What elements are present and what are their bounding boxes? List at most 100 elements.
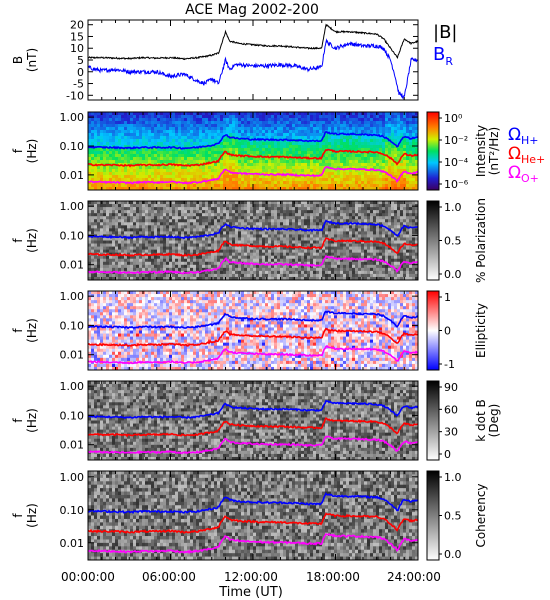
heatmap-cell: [274, 207, 278, 211]
heatmap-cell: [118, 133, 122, 137]
heatmap-cell: [190, 175, 194, 179]
heatmap-cell: [136, 124, 140, 128]
heatmap-cell: [142, 142, 146, 146]
heatmap-cell: [304, 207, 308, 211]
heatmap-cell: [382, 124, 386, 128]
heatmap-cell: [178, 210, 182, 214]
heatmap-cell: [109, 154, 113, 158]
heatmap-cell: [328, 124, 332, 128]
heatmap-cell: [187, 210, 191, 214]
heatmap-cell: [235, 231, 239, 235]
heatmap-cell: [301, 270, 305, 275]
heatmap-cell: [400, 142, 404, 146]
heatmap-cell: [298, 133, 302, 137]
heatmap-cell: [103, 121, 107, 125]
heatmap-cell: [124, 228, 128, 232]
heatmap-cell: [130, 157, 134, 161]
heatmap-cell: [397, 115, 401, 119]
heatmap-cell: [190, 187, 194, 191]
heatmap-cell: [262, 210, 266, 214]
heatmap-cell: [397, 187, 401, 191]
heatmap-cell: [229, 261, 233, 266]
heatmap-cell: [169, 127, 173, 131]
heatmap-cell: [271, 270, 275, 275]
heatmap-cell: [160, 127, 164, 131]
heatmap-cell: [244, 151, 248, 155]
heatmap-cell: [199, 216, 203, 220]
heatmap-cell: [217, 187, 221, 191]
heatmap-cell: [106, 246, 110, 251]
y-axis-unit: (nT): [25, 48, 39, 72]
heatmap-cell: [250, 240, 254, 244]
heatmap-cell: [154, 118, 158, 122]
heatmap-cell: [229, 184, 233, 188]
heatmap-cell: [193, 148, 197, 152]
heatmap-cell: [280, 136, 284, 140]
heatmap-cell: [280, 243, 284, 247]
heatmap-cell: [247, 133, 251, 137]
heatmap-cell: [109, 148, 113, 152]
heatmap-cell: [136, 264, 140, 269]
heatmap-cell: [292, 184, 296, 188]
heatmap-cell: [349, 154, 353, 158]
heatmap-cell: [115, 112, 119, 116]
heatmap-cell: [208, 222, 212, 226]
heatmap-cell: [229, 276, 233, 281]
heatmap-cell: [208, 121, 212, 125]
heatmap-cell: [310, 121, 314, 125]
heatmap-cell: [304, 252, 308, 257]
heatmap-cell: [292, 258, 296, 263]
heatmap-cell: [280, 237, 284, 241]
heatmap-cell: [226, 261, 230, 266]
heatmap-cell: [328, 172, 332, 176]
heatmap-cell: [118, 157, 122, 161]
heatmap-cell: [172, 267, 176, 272]
heatmap-cell: [106, 204, 110, 208]
heatmap-cell: [373, 187, 377, 191]
heatmap-cell: [136, 273, 140, 278]
heatmap-cell: [118, 213, 122, 217]
heatmap-cell: [133, 169, 137, 173]
heatmap-cell: [184, 255, 188, 260]
heatmap-cell: [280, 184, 284, 188]
heatmap-cell: [151, 264, 155, 269]
heatmap-cell: [247, 267, 251, 272]
heatmap-cell: [97, 121, 101, 125]
heatmap-cell: [106, 216, 110, 220]
heatmap-cell: [124, 201, 128, 205]
heatmap-cell: [274, 213, 278, 217]
heatmap-cell: [178, 273, 182, 278]
heatmap-cell: [226, 213, 230, 217]
heatmap-cell: [157, 121, 161, 125]
heatmap-cell: [202, 213, 206, 217]
heatmap-cell: [97, 151, 101, 155]
heatmap-cell: [130, 148, 134, 152]
heatmap-cell: [190, 142, 194, 146]
heatmap-cell: [253, 228, 257, 232]
heatmap-cell: [223, 121, 227, 125]
heatmap-cell: [232, 169, 236, 173]
heatmap-cell: [253, 267, 257, 272]
heatmap-cell: [160, 207, 164, 211]
heatmap-cell: [253, 151, 257, 155]
heatmap-cell: [151, 133, 155, 137]
heatmap-cell: [358, 142, 362, 146]
heatmap-cell: [121, 136, 125, 140]
heatmap-cell: [214, 252, 218, 257]
heatmap-cell: [205, 181, 209, 185]
heatmap-cell: [247, 178, 251, 182]
heatmap-cell: [199, 172, 203, 176]
heatmap-cell: [400, 157, 404, 161]
heatmap-cell: [337, 118, 341, 122]
heatmap-cell: [160, 204, 164, 208]
heatmap-cell: [292, 133, 296, 137]
heatmap-cell: [229, 148, 233, 152]
heatmap-cell: [160, 270, 164, 275]
heatmap-cell: [226, 142, 230, 146]
heatmap-cell: [145, 154, 149, 158]
heatmap-cell: [136, 249, 140, 254]
heatmap-cell: [193, 151, 197, 155]
heatmap-cell: [178, 145, 182, 149]
y-tick-label: 0.01: [60, 169, 85, 182]
heatmap-cell: [142, 178, 146, 182]
